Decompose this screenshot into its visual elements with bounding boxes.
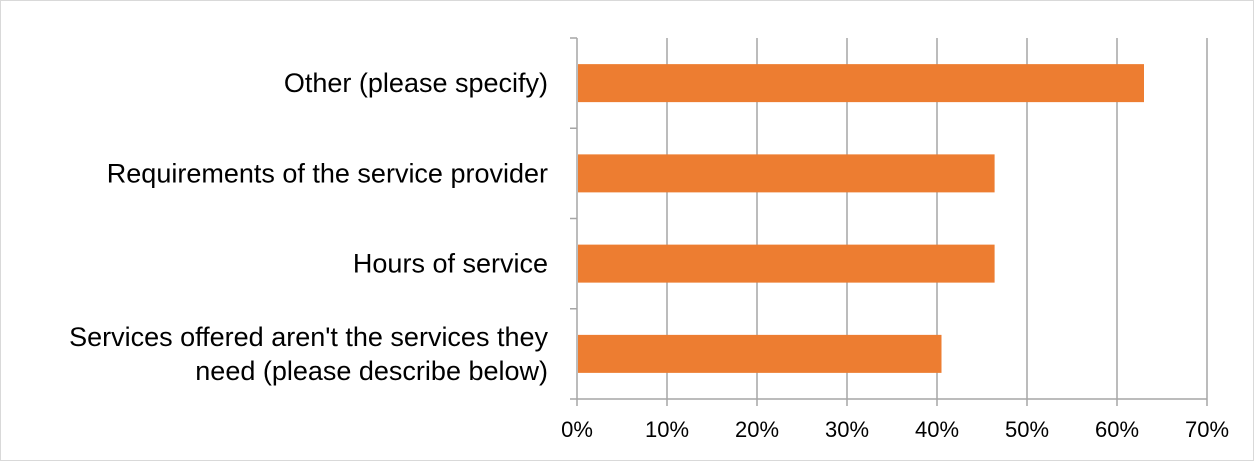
- bar: [578, 154, 995, 193]
- category-label: Requirements of the service provider: [107, 158, 548, 188]
- x-tick-label: 30%: [825, 417, 869, 442]
- category-label: Hours of service: [353, 249, 548, 279]
- x-tick-label: 10%: [645, 417, 689, 442]
- x-tick-label: 20%: [735, 417, 779, 442]
- bar: [578, 334, 942, 373]
- x-tick-label: 50%: [1005, 417, 1049, 442]
- x-tick-label: 60%: [1095, 417, 1139, 442]
- category-labels: Other (please specify) Requirements of th…: [69, 68, 548, 386]
- bars: [578, 64, 1144, 373]
- x-tick-labels: 0% 10% 20% 30% 40% 50% 60% 70%: [561, 417, 1229, 442]
- category-label: Services offered aren't the services the…: [69, 322, 548, 352]
- x-tick-label: 70%: [1185, 417, 1229, 442]
- x-tick-label: 0%: [561, 417, 593, 442]
- x-tick-label: 40%: [915, 417, 959, 442]
- category-label: Other (please specify): [284, 68, 548, 98]
- bar: [578, 244, 995, 283]
- axes: [570, 37, 1208, 406]
- bar: [578, 64, 1144, 103]
- category-label: need (please describe below): [195, 356, 548, 386]
